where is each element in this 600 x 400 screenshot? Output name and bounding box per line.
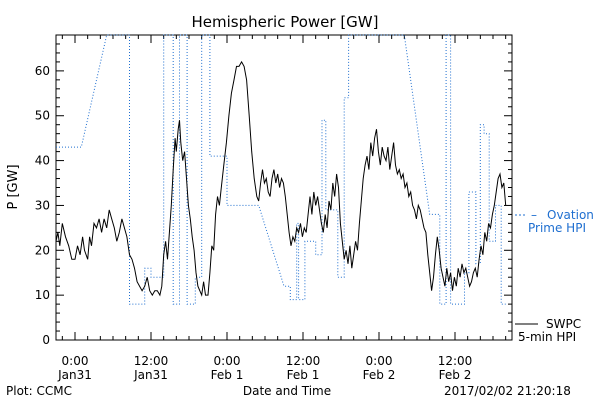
y-tick-label: 0 [42,333,50,347]
x-tick-label-time: 0:00 [62,354,89,368]
x-tick-label-time: 0:00 [214,354,241,368]
y-tick-label: 60 [35,64,50,78]
chart-title: Hemispheric Power [GW] [192,13,379,31]
ovation-legend-line2: Prime HPI [528,221,586,235]
x-tick-label-date: Feb 2 [439,368,472,382]
x-tick-label-date: Jan31 [57,368,92,382]
swpc-5min-hpi-line [55,60,507,297]
y-axis-label: P [GW] [6,164,21,209]
x-tick-label-date: Feb 1 [211,368,244,382]
x-axis-label: Date and Time [243,384,331,398]
x-tick-label-time: 12:00 [134,354,169,368]
x-tick-label-time: 12:00 [438,354,473,368]
swpc-legend-line1: SWPC [546,317,581,331]
y-tick-label: 10 [35,288,50,302]
y-tick-label: 30 [35,198,50,212]
x-tick-label-date: Jan31 [133,368,168,382]
ovation-legend-line1: Ovation [547,208,594,222]
y-tick-label: 50 [35,109,50,123]
x-tick-label-date: Feb 1 [287,368,320,382]
ovation-legend-dash: – [531,208,537,222]
plot-credit: Plot: CCMC [6,384,72,398]
plot-timestamp: 2017/02/02 21:20:18 [444,384,571,398]
swpc-legend-line2: 5-min HPI [518,330,576,344]
y-tick-label: 20 [35,243,50,257]
y-axis-ticks: 0 10 20 30 40 50 60 [35,34,512,347]
x-tick-label-date: Feb 2 [363,368,396,382]
y-tick-label: 40 [35,154,50,168]
x-tick-label-time: 12:00 [286,354,321,368]
ovation-prime-hpi-line [56,34,506,305]
x-tick-label-time: 0:00 [366,354,393,368]
